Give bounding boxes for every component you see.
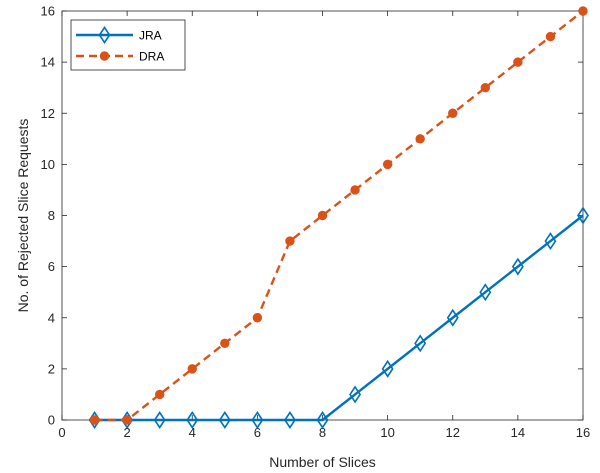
y-tick-label: 2 bbox=[48, 361, 55, 376]
x-tick-label: 10 bbox=[380, 425, 394, 440]
legend-box bbox=[70, 19, 186, 71]
data-point-dra bbox=[285, 236, 295, 246]
data-point-jra bbox=[283, 411, 296, 429]
y-tick-label: 10 bbox=[41, 157, 55, 172]
data-point-dra bbox=[578, 6, 588, 16]
data-point-jra bbox=[218, 411, 231, 429]
data-point-dra bbox=[187, 364, 197, 374]
data-point-jra bbox=[186, 411, 199, 429]
data-point-dra bbox=[252, 313, 263, 323]
y-tick-label: 16 bbox=[41, 4, 55, 19]
y-tick-label: 8 bbox=[48, 208, 55, 223]
x-tick-label: 12 bbox=[446, 425, 460, 440]
x-tick-label: 6 bbox=[254, 425, 261, 440]
data-point-jra bbox=[577, 206, 589, 225]
data-point-jra bbox=[511, 257, 524, 276]
data-point-dra bbox=[350, 185, 360, 195]
data-point-dra bbox=[513, 57, 523, 67]
data-point-dra bbox=[480, 82, 491, 93]
y-tick-label: 14 bbox=[41, 55, 55, 70]
data-point-dra bbox=[220, 338, 230, 349]
series-line-jra bbox=[94, 214, 584, 422]
data-point-jra bbox=[349, 385, 362, 404]
data-point-jra bbox=[153, 411, 166, 429]
axes: 0 2 4 6 8 10 12 14 16 0 2 4 6 8 10 12 14 16 bbox=[41, 4, 591, 441]
data-point-dra bbox=[382, 159, 393, 170]
data-point-dra bbox=[89, 415, 100, 425]
series-jra bbox=[88, 206, 589, 429]
x-tick-label: 2 bbox=[124, 425, 131, 440]
data-point-jra bbox=[251, 411, 264, 429]
data-point-dra bbox=[415, 134, 425, 144]
data-point-jra bbox=[381, 359, 394, 378]
x-tick-label: 14 bbox=[511, 425, 525, 440]
x-tick-label: 4 bbox=[189, 425, 196, 440]
y-tick-label: 12 bbox=[41, 106, 55, 121]
data-point-jra bbox=[446, 308, 459, 327]
data-point-dra bbox=[317, 210, 328, 221]
x-tick-label: 0 bbox=[58, 425, 65, 440]
legend-marker-jra bbox=[98, 26, 111, 44]
data-point-jra bbox=[544, 232, 557, 251]
legend-label-dra: DRA bbox=[139, 50, 164, 64]
data-point-dra bbox=[545, 31, 556, 42]
series-layer bbox=[88, 6, 589, 429]
legend-label-jra: JRA bbox=[139, 29, 162, 43]
series-dra bbox=[89, 6, 588, 425]
legend-marker-dra bbox=[99, 51, 110, 61]
x-tick-label: 16 bbox=[576, 425, 590, 440]
y-tick-label: 4 bbox=[48, 310, 55, 325]
data-point-jra bbox=[316, 411, 329, 429]
data-point-dra bbox=[448, 108, 458, 118]
y-tick-label: 6 bbox=[48, 259, 55, 274]
data-point-dra bbox=[154, 389, 165, 400]
y-tick-label: 0 bbox=[48, 413, 55, 428]
data-point-dra bbox=[122, 415, 132, 425]
series-line-dra bbox=[94, 10, 584, 422]
x-axis-label: Number of Slices bbox=[269, 454, 376, 470]
data-point-jra bbox=[414, 334, 427, 353]
legend: JRA DRA bbox=[70, 19, 186, 71]
y-axis-label: No. of Rejected Slice Requests bbox=[15, 119, 31, 313]
data-point-jra bbox=[479, 283, 492, 302]
x-tick-label: 8 bbox=[319, 425, 326, 440]
